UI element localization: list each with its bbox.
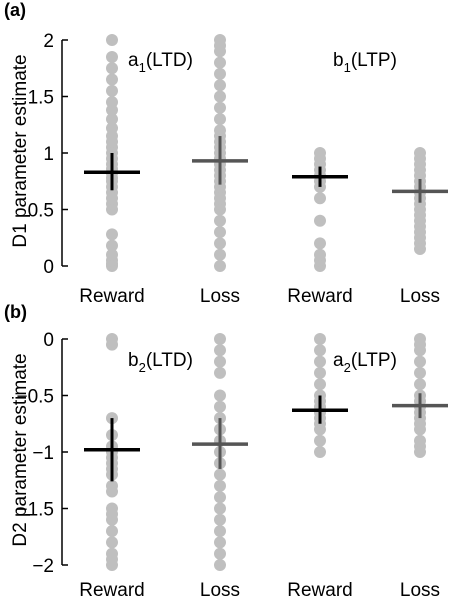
- data-point: [214, 479, 226, 492]
- data-point: [214, 513, 226, 526]
- panel-a-ylabel: D1 parameter estimate: [10, 54, 31, 247]
- data-point: [214, 56, 226, 69]
- data-point: [214, 90, 226, 103]
- x-category-label: Loss: [200, 286, 240, 307]
- panel-b: (b) D2 parameter estimate −2 −1.5 −1 −0.5 0 R…: [4, 302, 448, 601]
- data-point: [106, 96, 118, 109]
- parameter-annotation: b1(LTP): [333, 50, 397, 75]
- data-point: [106, 525, 118, 538]
- data-point: [314, 355, 326, 368]
- y-tick-label: 0: [43, 257, 54, 278]
- data-point: [106, 239, 118, 252]
- data-point: [414, 147, 426, 159]
- panel-b-label: (b): [4, 302, 27, 322]
- y-tick-label: −1: [32, 443, 54, 464]
- data-point: [106, 536, 118, 549]
- data-point: [314, 378, 326, 391]
- data-point: [414, 446, 426, 458]
- data-point: [214, 355, 226, 368]
- x-category-label: Loss: [400, 286, 440, 307]
- data-point: [214, 237, 226, 250]
- data-point: [314, 192, 326, 205]
- data-point: [314, 446, 326, 458]
- data-point: [314, 423, 326, 436]
- data-point: [214, 333, 226, 345]
- data-point: [106, 228, 118, 241]
- data-point: [214, 344, 226, 357]
- data-point: [414, 423, 426, 436]
- y-tick-label: −1.5: [16, 500, 54, 521]
- x-category-label: Reward: [79, 580, 144, 601]
- data-point: [214, 400, 226, 413]
- data-point: [314, 237, 326, 250]
- data-point: [214, 226, 226, 239]
- data-point: [314, 147, 326, 159]
- data-point: [314, 434, 326, 447]
- y-tick-label: 2: [43, 31, 54, 52]
- data-point: [414, 378, 426, 391]
- data-point: [106, 34, 118, 46]
- data-point: [314, 214, 326, 227]
- data-point: [414, 344, 426, 357]
- panel-b-ylabel: D2 parameter estimate: [10, 353, 31, 546]
- panel-a: (a) D1 parameter estimate 0 0.5 1 1.5 2 Rewar…: [4, 0, 448, 307]
- data-point: [106, 122, 118, 135]
- parameter-annotation: b2(LTD): [128, 350, 193, 375]
- data-point: [106, 485, 118, 498]
- y-tick-label: −2: [32, 556, 54, 577]
- data-point: [106, 62, 118, 75]
- data-point: [106, 50, 118, 63]
- data-point: [214, 502, 226, 515]
- data-point: [214, 214, 226, 227]
- data-point: [106, 113, 118, 126]
- data-point: [314, 333, 326, 345]
- data-point: [106, 84, 118, 97]
- data-point: [214, 536, 226, 549]
- data-point: [214, 124, 226, 137]
- data-point: [214, 101, 226, 114]
- data-point: [414, 355, 426, 368]
- data-point: [214, 547, 226, 560]
- data-point: [314, 248, 326, 261]
- data-point: [314, 366, 326, 379]
- parameter-annotation: a1(LTD): [128, 50, 193, 75]
- panel-b-plot: −2 −1.5 −1 −0.5 0 Reward Loss Reward Loss b2(LTD)…: [16, 330, 448, 601]
- x-category-label: Loss: [200, 580, 240, 601]
- x-category-label: Reward: [287, 580, 352, 601]
- data-point: [214, 248, 226, 261]
- data-point: [214, 34, 226, 46]
- data-point: [214, 260, 226, 272]
- data-point: [214, 468, 226, 481]
- data-point: [314, 344, 326, 357]
- x-category-label: Reward: [79, 286, 144, 307]
- data-point: [214, 67, 226, 80]
- data-point: [214, 389, 226, 402]
- y-tick-label: −0.5: [16, 387, 54, 408]
- data-point: [106, 248, 118, 261]
- y-tick-label: 0.5: [28, 201, 54, 222]
- data-point: [106, 338, 118, 351]
- y-tick-label: 0: [43, 330, 54, 351]
- data-point: [214, 559, 226, 571]
- data-point: [214, 113, 226, 126]
- data-point: [106, 513, 118, 526]
- x-category-label: Reward: [287, 286, 352, 307]
- data-point: [106, 559, 118, 571]
- data-point: [414, 366, 426, 379]
- panel-a-label: (a): [4, 0, 26, 20]
- x-category-label: Loss: [400, 580, 440, 601]
- data-point: [214, 79, 226, 92]
- data-point: [214, 491, 226, 504]
- data-point: [106, 73, 118, 86]
- y-tick-label: 1.5: [28, 88, 54, 109]
- data-point: [214, 525, 226, 538]
- y-tick-label: 1: [43, 144, 54, 165]
- parameter-annotation: a2(LTP): [333, 350, 397, 375]
- panel-a-plot: 0 0.5 1 1.5 2 Reward Loss Reward Loss a1(LTD) b1(L…: [28, 31, 448, 307]
- data-point: [214, 366, 226, 379]
